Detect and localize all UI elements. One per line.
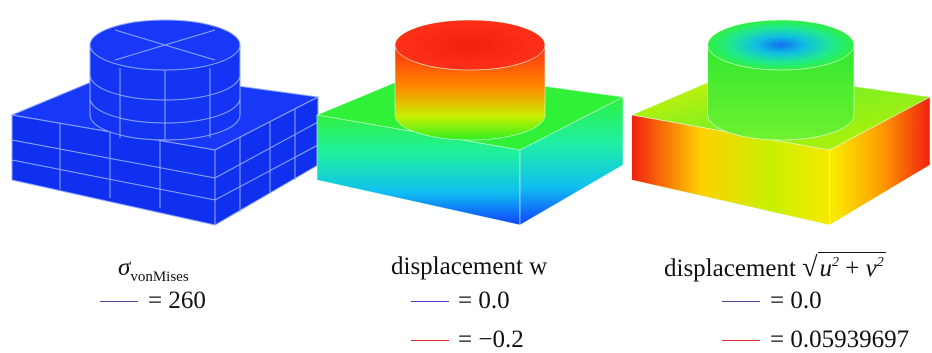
subscript: vonMises	[130, 269, 188, 285]
block-displacement-w	[317, 20, 623, 225]
exponent: 2	[877, 255, 884, 270]
legend-line	[100, 301, 138, 302]
var: v	[866, 255, 877, 282]
exponent: 2	[832, 255, 839, 270]
legend-text: = 260	[148, 288, 206, 313]
legend-line	[411, 340, 449, 341]
label-uv: displacement √u2 + v2	[664, 254, 886, 282]
legend-line	[722, 301, 760, 302]
block-displacement-uv	[632, 20, 930, 225]
radicand: u2 + v2	[818, 252, 886, 282]
block-stress	[12, 20, 318, 225]
label-w: displacement w	[391, 254, 547, 279]
var: u	[820, 255, 833, 282]
legend-text: = −0.2	[458, 327, 524, 352]
label-text: displacement	[664, 255, 796, 282]
legend-line	[722, 340, 760, 341]
legend-text: = 0.05939697	[770, 327, 909, 352]
figure: σvonMises = 260 displacement w = 0.0 = −…	[0, 0, 932, 353]
label-stress: σvonMises	[118, 255, 189, 285]
renderings	[0, 0, 932, 240]
legend-text: = 0.0	[458, 288, 510, 313]
legend-text: = 0.0	[770, 288, 822, 313]
symbol: σ	[118, 254, 130, 281]
operator: +	[845, 255, 859, 282]
legend-line	[411, 301, 449, 302]
